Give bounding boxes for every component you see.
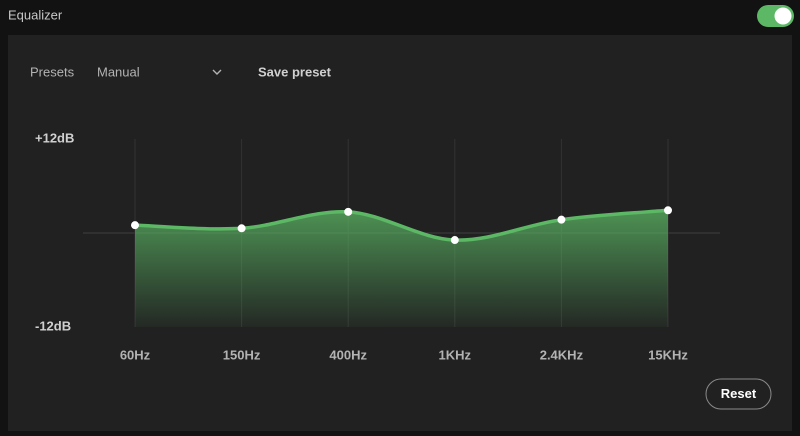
eq-handle[interactable] bbox=[664, 206, 672, 215]
x-tick-label: 150Hz bbox=[223, 347, 261, 362]
y-tick-label: -12dB bbox=[35, 318, 71, 333]
reset-button[interactable] bbox=[705, 378, 772, 410]
eq-area bbox=[135, 210, 668, 327]
eq-chart: 60Hz 150Hz 400Hz 1KHz 2.4KHz 15KHz +12dB -12dB bbox=[35, 130, 720, 362]
presets-label: Presets bbox=[30, 64, 75, 79]
eq-handle[interactable] bbox=[237, 224, 246, 233]
chevron[interactable] bbox=[212, 69, 222, 75]
save-preset[interactable]: Save preset bbox=[258, 64, 332, 79]
eq-handle[interactable] bbox=[557, 215, 566, 224]
eq-handle[interactable] bbox=[450, 236, 459, 245]
title: Equalizer bbox=[8, 7, 63, 22]
x-tick-label: 15KHz bbox=[648, 347, 688, 362]
eq-line bbox=[134, 208, 669, 242]
eq-handle[interactable] bbox=[344, 207, 353, 216]
x-tick-label: 2.4KHz bbox=[540, 347, 584, 362]
toggle-knob[interactable] bbox=[774, 7, 792, 25]
toggle[interactable] bbox=[757, 5, 794, 27]
x-tick-label: 60Hz bbox=[120, 347, 151, 362]
x-tick-label: 1KHz bbox=[439, 347, 472, 362]
x-tick-label: 400Hz bbox=[329, 347, 367, 362]
y-tick-label: +12dB bbox=[35, 130, 74, 145]
eq-handle[interactable] bbox=[131, 221, 139, 230]
reset-label[interactable]: Reset bbox=[721, 386, 757, 401]
preset-select[interactable]: Manual bbox=[97, 64, 140, 79]
